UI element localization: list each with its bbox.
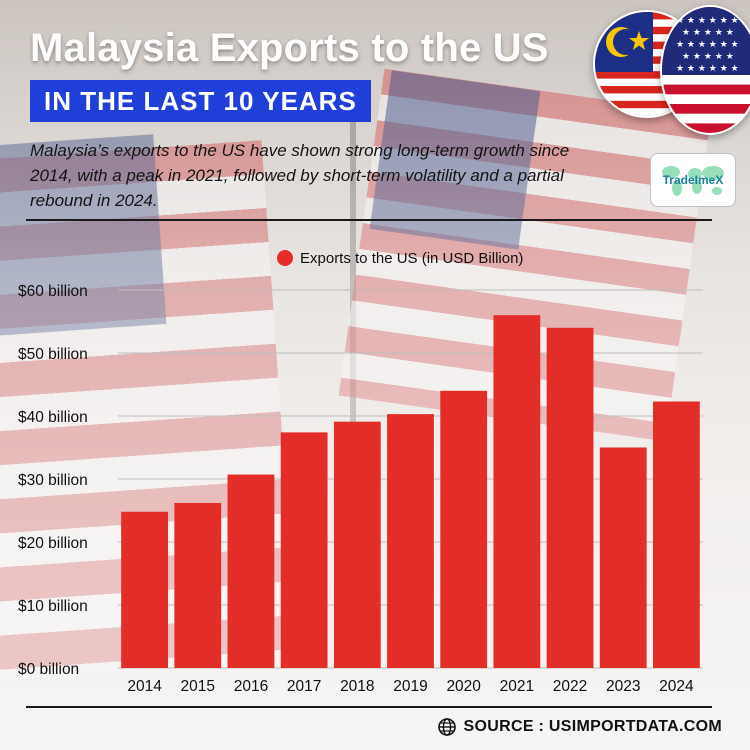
subtitle: IN THE LAST 10 YEARS [44, 85, 357, 116]
x-tick-label: 2023 [606, 678, 640, 695]
y-tick-label: $40 billion [18, 409, 88, 426]
tradeimex-logo: TradeImeX [650, 153, 736, 207]
x-tick-label: 2022 [553, 678, 587, 695]
top-divider [26, 219, 712, 221]
y-tick-label: $20 billion [18, 535, 88, 552]
legend-marker [277, 250, 293, 266]
x-tick-label: 2020 [446, 678, 481, 695]
y-tick-label: $0 billion [18, 661, 79, 678]
y-tick-label: $10 billion [18, 598, 88, 615]
subtitle-banner: IN THE LAST 10 YEARS [30, 80, 371, 122]
y-axis-ticks: $0 billion $10 billion $20 billion $30 bill… [18, 283, 88, 678]
description-text: Malaysia’s exports to the US have shown … [30, 141, 570, 210]
y-tick-label: $50 billion [18, 346, 88, 363]
globe-icon [437, 718, 456, 736]
bar-2023 [599, 447, 647, 668]
bar-2021 [493, 315, 541, 668]
page-title: Malaysia Exports to the US [30, 26, 549, 70]
us-flag-icon: ★ ★ ★ ★ ★ ★ ★ ★ ★ ★ ★ ★ ★ ★ ★ ★ ★ ★ ★ ★ … [660, 5, 750, 135]
chart-legend: Exports to the US (in USD Billion) [277, 250, 523, 267]
bar-2020 [440, 390, 488, 668]
x-tick-label: 2021 [500, 678, 534, 695]
legend-label: Exports to the US (in USD Billion) [300, 250, 523, 267]
svg-text:★ ★ ★ ★ ★ ★: ★ ★ ★ ★ ★ ★ [676, 16, 739, 26]
bar-2024 [653, 401, 700, 668]
bar-2014 [121, 511, 168, 668]
bottom-divider [26, 706, 712, 708]
x-tick-label: 2018 [340, 678, 374, 695]
bar-2019 [387, 414, 434, 668]
svg-text:★ ★ ★ ★ ★ ★: ★ ★ ★ ★ ★ ★ [676, 64, 739, 74]
y-tick-label: $60 billion [18, 283, 88, 300]
bar-2016 [227, 474, 275, 668]
bar-2022 [546, 327, 594, 668]
x-tick-label: 2016 [234, 678, 268, 695]
x-tick-label: 2017 [287, 678, 321, 695]
x-tick-label: 2024 [659, 678, 694, 695]
bar-layer [121, 315, 700, 668]
source-text: SOURCE : USIMPORTDATA.COM [463, 718, 722, 735]
world-map-icon [662, 166, 724, 196]
y-tick-label: $30 billion [18, 472, 88, 489]
x-axis-ticks: 2014 2015 2016 2017 2018 2019 2020 2021 2022 2023… [127, 678, 694, 695]
svg-text:★ ★ ★ ★ ★: ★ ★ ★ ★ ★ [682, 52, 734, 62]
bar-2018 [333, 421, 381, 668]
source-credit: SOURCE : USIMPORTDATA.COM [437, 718, 722, 736]
bar-2017 [280, 432, 328, 668]
svg-text:★ ★ ★ ★ ★: ★ ★ ★ ★ ★ [682, 28, 734, 38]
x-tick-label: 2014 [127, 678, 162, 695]
x-tick-label: 2015 [181, 678, 215, 695]
svg-text:★ ★ ★ ★ ★ ★: ★ ★ ★ ★ ★ ★ [676, 40, 739, 50]
x-tick-label: 2019 [393, 678, 427, 695]
logo-text: TradeImeX [662, 173, 724, 187]
bar-2015 [174, 502, 222, 668]
